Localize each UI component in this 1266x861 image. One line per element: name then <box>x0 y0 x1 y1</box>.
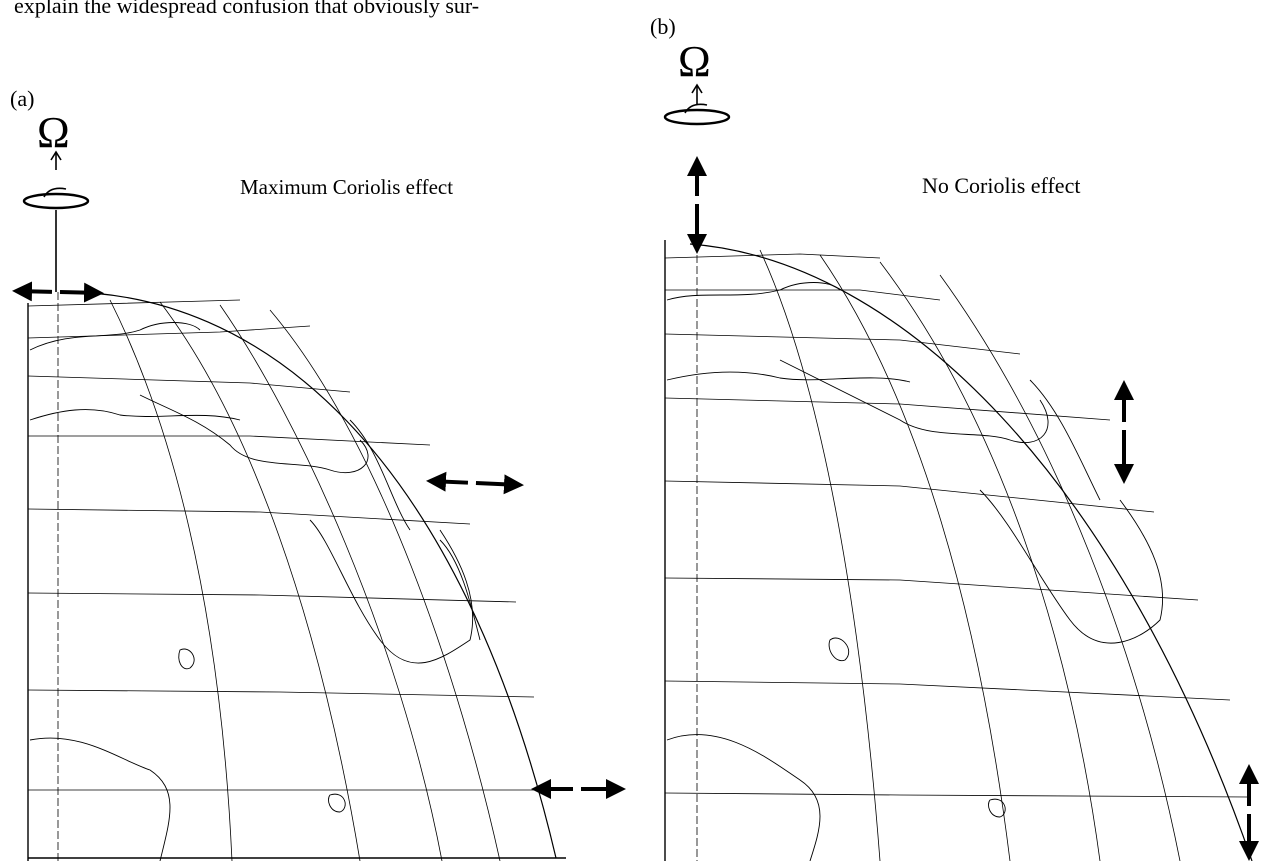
panel-b-caption: No Coriolis effect <box>922 173 1081 198</box>
panel-a-caption: Maximum Coriolis effect <box>240 175 454 199</box>
body-text: explain the widespread confusion that ob… <box>14 0 480 18</box>
vertical-arrows-b <box>687 156 1259 861</box>
rotation-icon-a <box>22 150 90 292</box>
panel-b-label: (b) <box>650 14 676 39</box>
horizontal-arrows-a <box>12 281 626 799</box>
omega-symbol-b: Ω <box>678 37 711 86</box>
globe-map-a <box>12 150 626 861</box>
omega-symbol-a: Ω <box>37 108 70 157</box>
rotation-icon-b <box>663 83 731 126</box>
panel-a-label: (a) <box>10 86 35 111</box>
